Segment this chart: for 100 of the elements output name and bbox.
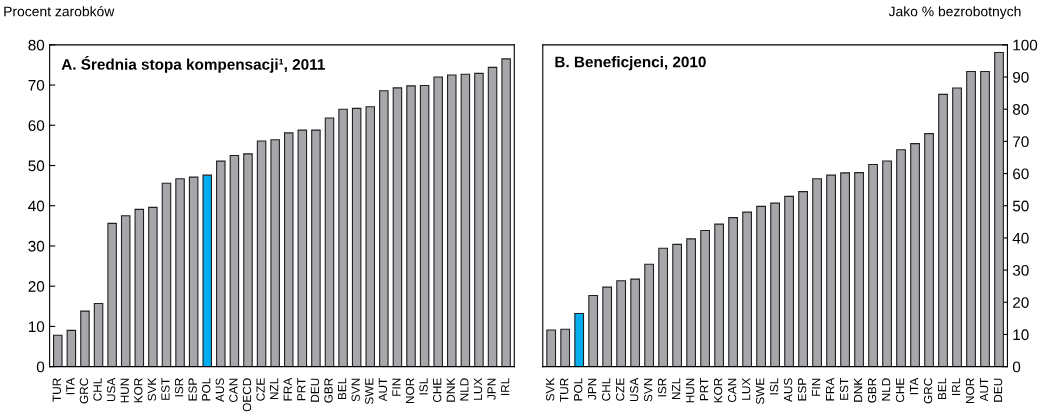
bar [379, 90, 389, 367]
bar [882, 160, 892, 367]
bar [338, 108, 348, 367]
x-tick-label: NZL [270, 378, 279, 400]
x-tick-label: KOR [713, 378, 723, 403]
bar [742, 211, 753, 367]
bar [798, 191, 808, 367]
y2-tick-label: 60 [1013, 168, 1029, 180]
x-tick-label: EST [839, 378, 849, 400]
text: B. Beneficjenci, 2010 [555, 56, 706, 71]
bar [924, 133, 934, 367]
x-tick-label: NLD [882, 378, 891, 401]
x-tick-label: POL [573, 378, 583, 401]
bar [672, 243, 683, 367]
y-tick-label: 20 [28, 281, 45, 292]
bar [80, 310, 90, 367]
x-tick-label: DNK [854, 377, 863, 402]
bar [175, 178, 185, 367]
bar [216, 160, 226, 367]
y2-tick-label: 0 [1012, 361, 1021, 373]
bar [840, 172, 850, 367]
x-tick-label: BEL [937, 378, 947, 400]
x-tick-label: CAN [229, 378, 238, 403]
bar [270, 139, 280, 367]
bar [202, 174, 212, 367]
x-tick-label: NOR [405, 378, 415, 403]
bar [460, 73, 471, 367]
x-tick-label: ITA [909, 377, 919, 395]
text: A. Średnia stopa kompensacji¹, 2011 [61, 56, 325, 73]
x-tick-label: SVK [147, 377, 157, 401]
x-tick-label: NOR [965, 378, 975, 403]
bar [134, 208, 145, 367]
x-tick-label: CHL [93, 378, 102, 401]
x-tick-label: GBR [324, 378, 333, 403]
bar [784, 195, 794, 367]
x-tick-label: CHE [895, 378, 905, 403]
bar [66, 329, 77, 367]
bar [602, 286, 613, 367]
x-tick-label: POL [202, 378, 211, 401]
bar [243, 153, 253, 367]
y-tick-label: 50 [28, 160, 45, 172]
x-tick-label: CAN [727, 378, 737, 403]
bar [148, 206, 158, 367]
bar [630, 278, 641, 367]
y2-tick-label: 30 [1012, 264, 1029, 276]
bar [616, 280, 627, 367]
x-tick-label: PRT [700, 378, 709, 401]
x-tick-label: SWE [755, 378, 765, 405]
x-tick-label: NLD [460, 378, 469, 401]
bar [93, 302, 104, 367]
x-tick-label: TUR [560, 378, 569, 402]
bar [728, 217, 739, 367]
x-tick-label: OECD [242, 378, 252, 412]
x-tick-label: AUT [378, 378, 388, 402]
bar [868, 163, 878, 367]
x-tick-label: FRA [283, 377, 292, 401]
bar [501, 58, 511, 367]
x-tick-label: KOR [134, 378, 143, 403]
bar [644, 263, 655, 367]
bar [256, 140, 267, 367]
y-tick-label: 30 [28, 240, 45, 252]
x-tick-label: SWE [365, 378, 374, 405]
x-tick-label: ISR [174, 378, 184, 397]
x-tick-label: CHE [433, 378, 442, 403]
bar [560, 328, 571, 367]
y-tick-label: 80 [28, 39, 45, 51]
bar [770, 202, 780, 367]
x-tick-label: CZE [256, 378, 265, 401]
bar [854, 172, 864, 367]
x-tick-label: GRC [923, 378, 933, 404]
bar [392, 87, 403, 367]
bar [700, 229, 711, 367]
y2-tick-label: 80 [1012, 104, 1029, 115]
bar [980, 70, 990, 367]
x-tick-label: GRC [79, 378, 89, 404]
bar [365, 106, 376, 367]
bar [994, 52, 1004, 367]
x-tick-label: ISL [769, 378, 779, 395]
x-tick-label: USA [106, 377, 116, 402]
bar [714, 223, 725, 367]
x-tick-label: HUN [686, 378, 695, 403]
x-tick-label: BEL [338, 378, 347, 400]
x-tick-label: FIN [392, 378, 401, 396]
bar [107, 222, 117, 367]
x-tick-label: CHL [601, 378, 611, 401]
y2-tick-label: 70 [1013, 136, 1029, 148]
x-tick-label: NZL [672, 378, 681, 400]
bar [53, 334, 63, 367]
bar [283, 132, 294, 367]
bar [812, 178, 822, 367]
bar [966, 70, 976, 367]
y2-tick-label: 20 [1013, 297, 1029, 308]
bar [896, 149, 906, 367]
bar [311, 129, 321, 367]
x-tick-label: GBR [867, 378, 877, 403]
y2-tick-label: 50 [1012, 200, 1029, 212]
x-tick-label: FRA [826, 377, 835, 401]
x-tick-label: EST [161, 378, 170, 400]
bar [756, 205, 767, 367]
bar [686, 238, 697, 367]
